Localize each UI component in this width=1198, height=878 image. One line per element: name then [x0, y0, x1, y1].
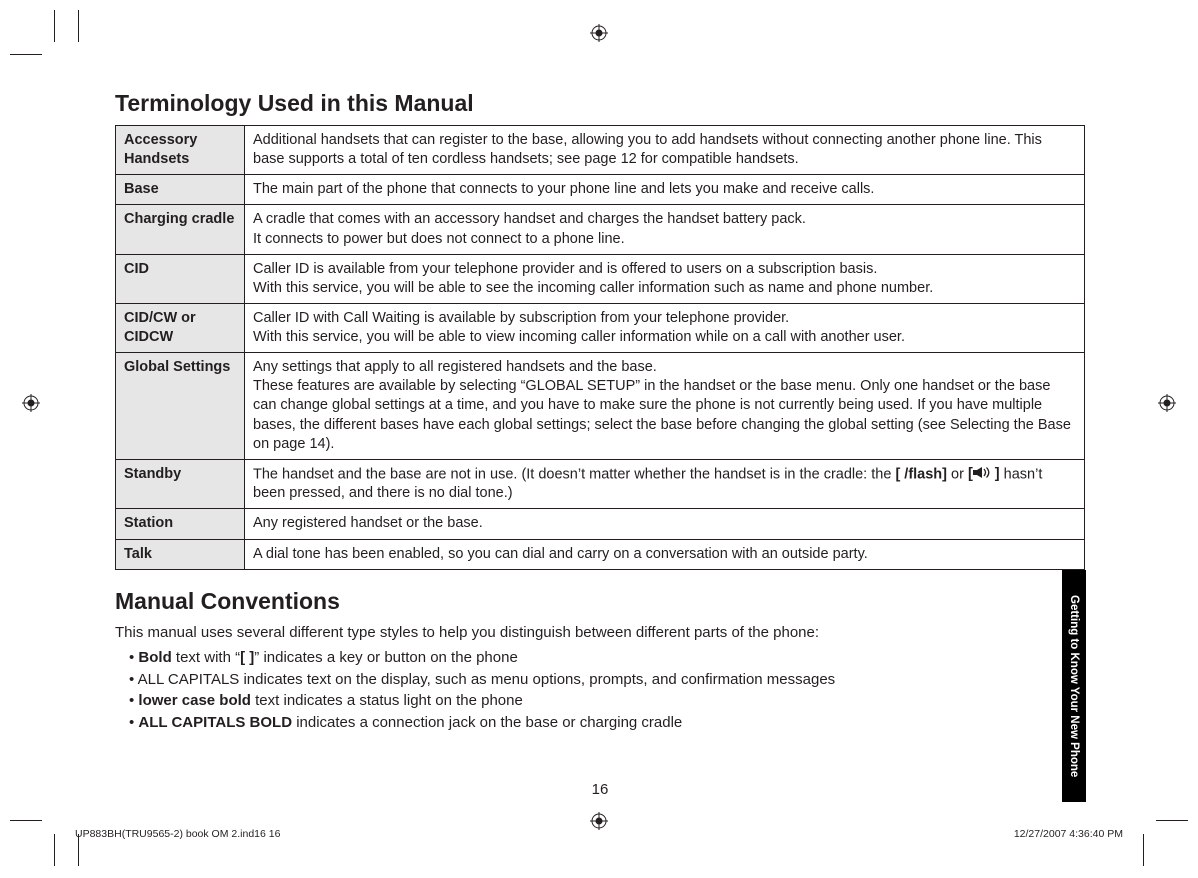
conventions-section: Manual Conventions This manual uses seve… — [115, 588, 1085, 734]
term-key: CID/CW or CIDCW — [116, 303, 245, 352]
table-row: TalkA dial tone has been enabled, so you… — [116, 539, 1085, 569]
speaker-icon — [973, 465, 995, 484]
page-content: Terminology Used in this Manual Accessor… — [115, 90, 1085, 734]
term-key: CID — [116, 254, 245, 303]
list-item: lower case bold text indicates a status … — [129, 690, 1085, 712]
registration-mark-icon — [590, 24, 608, 42]
term-value-standby: The handset and the base are not in use.… — [245, 459, 1085, 509]
crop-mark — [1156, 820, 1188, 821]
crop-mark — [10, 820, 42, 821]
key-label: [] — [968, 466, 1000, 482]
bold-text: [ ] — [240, 649, 254, 666]
term-key: Global Settings — [116, 353, 245, 460]
terminology-table: Accessory HandsetsAdditional handsets th… — [115, 125, 1085, 570]
text: text with “ — [172, 649, 240, 666]
table-row: StationAny registered handset or the bas… — [116, 509, 1085, 539]
term-key: Standby — [116, 459, 245, 509]
term-value: Any registered handset or the base. — [245, 509, 1085, 539]
term-value: A dial tone has been enabled, so you can… — [245, 539, 1085, 569]
list-item: ALL CAPITALS indicates text on the displ… — [129, 669, 1085, 691]
crop-mark — [1143, 834, 1144, 866]
table-row: BaseThe main part of the phone that conn… — [116, 175, 1085, 205]
footer-left: UP883BH(TRU9565-2) book OM 2.ind16 16 — [75, 828, 280, 840]
conventions-intro: This manual uses several different type … — [115, 623, 1085, 643]
registration-mark-icon — [22, 394, 40, 412]
text: The handset and the base are not in use.… — [253, 466, 895, 482]
registration-mark-icon — [1158, 394, 1176, 412]
conventions-list: Bold text with “[ ]” indicates a key or … — [129, 647, 1085, 734]
term-value: Additional handsets that can register to… — [245, 126, 1085, 175]
text: indicates a connection jack on the base … — [292, 714, 682, 731]
table-row: Standby The handset and the base are not… — [116, 459, 1085, 509]
term-key: Base — [116, 175, 245, 205]
crop-mark — [78, 10, 79, 42]
bold-text: ALL CAPITALS BOLD — [138, 714, 292, 731]
term-value: Caller ID is available from your telepho… — [245, 254, 1085, 303]
term-key: Talk — [116, 539, 245, 569]
text: text indicates a status light on the pho… — [251, 692, 523, 709]
crop-mark — [54, 10, 55, 42]
bold-text: Bold — [138, 649, 171, 666]
list-item: ALL CAPITALS BOLD indicates a connection… — [129, 712, 1085, 734]
term-key: Station — [116, 509, 245, 539]
term-key: Charging cradle — [116, 205, 245, 254]
crop-mark — [54, 834, 55, 866]
key-label: [ /flash] — [895, 466, 947, 482]
bold-text: lower case bold — [138, 692, 251, 709]
table-row: Charging cradleA cradle that comes with … — [116, 205, 1085, 254]
table-row: Global SettingsAny settings that apply t… — [116, 353, 1085, 460]
table-row: Accessory HandsetsAdditional handsets th… — [116, 126, 1085, 175]
footer-right: 12/27/2007 4:36:40 PM — [1014, 828, 1123, 840]
term-key: Accessory Handsets — [116, 126, 245, 175]
term-value: A cradle that comes with an accessory ha… — [245, 205, 1085, 254]
crop-mark — [10, 54, 42, 55]
text: ” indicates a key or button on the phone — [254, 649, 518, 666]
section-tab: Getting to Know Your New Phone — [1062, 570, 1086, 802]
table-row: CIDCaller ID is available from your tele… — [116, 254, 1085, 303]
term-value: The main part of the phone that connects… — [245, 175, 1085, 205]
term-value: Any settings that apply to all registere… — [245, 353, 1085, 460]
list-item: Bold text with “[ ]” indicates a key or … — [129, 647, 1085, 669]
text: ALL CAPITALS indicates text on the displ… — [138, 671, 836, 688]
text: or — [947, 466, 968, 482]
print-footer: UP883BH(TRU9565-2) book OM 2.ind16 16 12… — [75, 828, 1123, 840]
page-number: 16 — [115, 781, 1085, 798]
term-value: Caller ID with Call Waiting is available… — [245, 303, 1085, 352]
table-row: CID/CW or CIDCWCaller ID with Call Waiti… — [116, 303, 1085, 352]
heading-terminology: Terminology Used in this Manual — [115, 90, 1085, 117]
heading-conventions: Manual Conventions — [115, 588, 1085, 615]
